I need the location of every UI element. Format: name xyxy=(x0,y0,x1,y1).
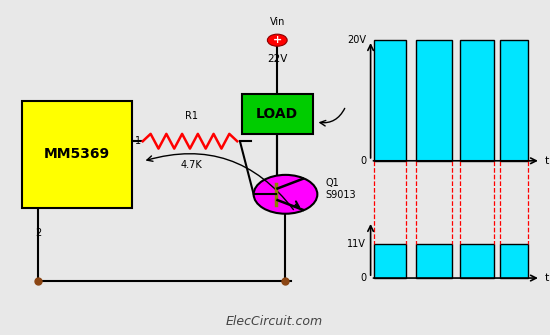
Text: 0: 0 xyxy=(360,156,366,166)
Text: t: t xyxy=(544,156,549,166)
Text: 1: 1 xyxy=(135,136,141,146)
FancyBboxPatch shape xyxy=(416,40,452,161)
Text: 0: 0 xyxy=(360,273,366,283)
Circle shape xyxy=(254,175,317,214)
Text: 20V: 20V xyxy=(347,35,366,45)
Text: ElecCircuit.com: ElecCircuit.com xyxy=(226,315,323,328)
FancyBboxPatch shape xyxy=(416,244,452,278)
FancyBboxPatch shape xyxy=(500,40,527,161)
FancyBboxPatch shape xyxy=(22,100,132,208)
FancyBboxPatch shape xyxy=(460,40,494,161)
Text: R1: R1 xyxy=(185,111,198,121)
Text: 2: 2 xyxy=(35,228,42,238)
Text: 22V: 22V xyxy=(267,54,288,64)
Text: 11V: 11V xyxy=(348,239,366,249)
FancyBboxPatch shape xyxy=(460,244,494,278)
Text: +: + xyxy=(273,35,282,45)
Text: t: t xyxy=(544,273,549,283)
Text: Vin: Vin xyxy=(270,17,285,27)
Text: LOAD: LOAD xyxy=(256,107,298,121)
FancyBboxPatch shape xyxy=(500,244,527,278)
Text: 4.7K: 4.7K xyxy=(180,160,202,170)
FancyBboxPatch shape xyxy=(241,94,313,134)
Text: Q1
S9013: Q1 S9013 xyxy=(326,179,356,200)
Text: MM5369: MM5369 xyxy=(44,147,110,161)
FancyBboxPatch shape xyxy=(374,40,406,161)
Circle shape xyxy=(267,34,287,46)
FancyBboxPatch shape xyxy=(374,244,406,278)
